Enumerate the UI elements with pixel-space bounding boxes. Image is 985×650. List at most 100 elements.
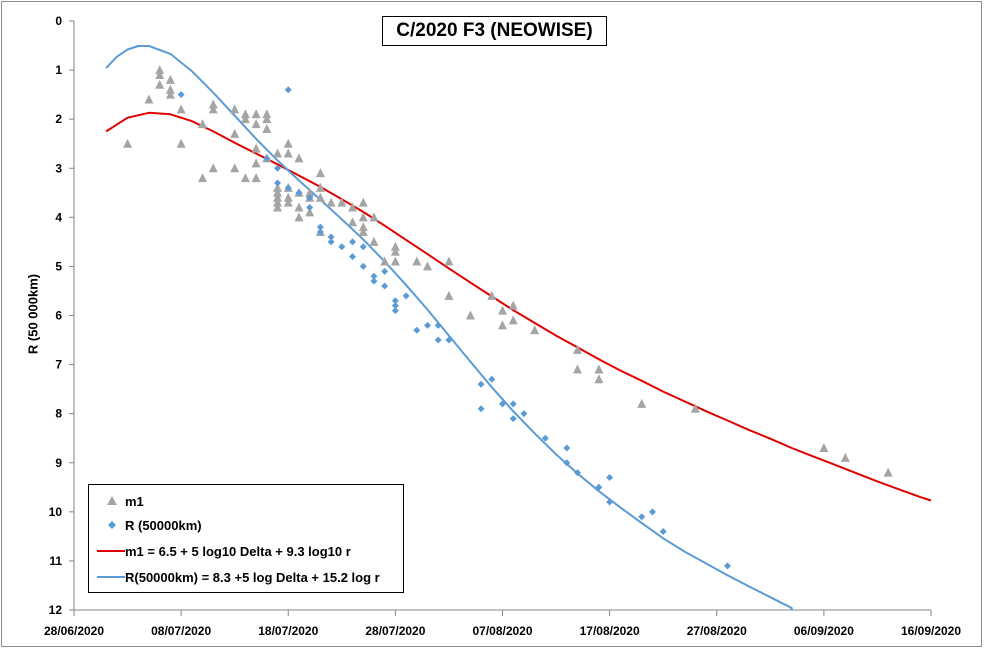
m1-point	[412, 256, 422, 266]
r-point	[263, 154, 271, 162]
r-point	[659, 527, 667, 535]
m1-point	[273, 182, 283, 192]
legend-item-m1: m1	[89, 491, 403, 511]
m1-point	[358, 212, 368, 222]
m1-point	[155, 69, 165, 79]
y-tick-label: 1	[55, 63, 62, 77]
m1-point	[262, 109, 272, 119]
m1-point	[326, 197, 336, 207]
m1-point	[530, 325, 540, 335]
r-point	[391, 307, 399, 315]
m1-point	[572, 344, 582, 354]
m1-point	[337, 197, 347, 207]
legend-item-m1-fit: m1 = 6.5 + 5 log10 Delta + 9.3 log10 r	[89, 541, 403, 561]
r-point	[327, 233, 335, 241]
m1-point	[498, 320, 507, 330]
m1-point	[208, 104, 218, 114]
m1-point	[819, 443, 829, 453]
m1-point	[465, 310, 475, 320]
axes	[69, 20, 932, 616]
m1-point	[230, 128, 240, 138]
m1-point	[144, 94, 154, 104]
legend-blue-line-icon	[97, 576, 125, 578]
r-point	[274, 179, 282, 187]
x-tick-label: 08/07/2020	[151, 624, 211, 638]
m1-point	[572, 364, 582, 374]
r-point	[424, 321, 432, 329]
r-point	[381, 282, 389, 290]
r-point	[595, 483, 603, 491]
m1-point	[165, 84, 175, 94]
r-point	[573, 469, 581, 477]
m1-point	[444, 290, 454, 300]
m1-point	[358, 227, 368, 237]
m1-point	[251, 143, 261, 153]
chart-title: C/2020 F3 (NEOWISE)	[382, 16, 607, 46]
m1-point	[240, 173, 250, 183]
r-point	[370, 277, 378, 285]
m1-point	[176, 138, 186, 148]
m1-point	[294, 212, 304, 222]
m1-point	[294, 202, 304, 212]
m1-point	[637, 398, 647, 408]
r-point	[563, 459, 571, 467]
r-point	[177, 91, 185, 99]
m1-point	[369, 236, 379, 246]
m1-point	[273, 148, 283, 158]
m1-point	[251, 173, 261, 183]
m1-point	[358, 197, 368, 207]
legend-label: R(50000km) = 8.3 +5 log Delta + 15.2 log…	[125, 570, 380, 585]
m1-point	[251, 158, 261, 168]
m1-point	[594, 364, 604, 374]
m1-point	[283, 138, 293, 148]
r-point	[284, 86, 292, 94]
r-point	[284, 184, 292, 192]
m1-point	[348, 202, 358, 212]
data-markers	[123, 65, 893, 570]
r-point	[316, 228, 324, 236]
legend-label: m1	[125, 494, 144, 509]
r-point	[391, 302, 399, 310]
y-tick-label: 5	[55, 259, 62, 273]
m1-point	[883, 467, 893, 477]
m1-point	[690, 403, 700, 413]
m1-point	[508, 315, 518, 325]
m1-point	[240, 114, 250, 124]
m1-point	[358, 222, 368, 232]
legend-label: m1 = 6.5 + 5 log10 Delta + 9.3 log10 r	[125, 544, 351, 559]
legend-item-r: R (50000km)	[89, 515, 403, 535]
y-tick-label: 0	[55, 14, 62, 28]
y-axis-label: R (50 000km)	[25, 273, 41, 355]
m1-point	[305, 187, 315, 197]
m1-point	[594, 374, 604, 384]
r-point	[445, 336, 453, 344]
r-point	[723, 562, 731, 570]
m1-point	[390, 241, 400, 251]
m1-point	[444, 256, 454, 266]
legend-red-line-icon	[97, 550, 125, 552]
m1-point	[262, 114, 272, 124]
r-point	[402, 292, 410, 300]
x-tick-label: 27/08/2020	[687, 624, 747, 638]
r-point	[477, 380, 485, 388]
m1-point	[283, 192, 293, 202]
m1-point	[155, 79, 165, 89]
x-tick-label: 17/08/2020	[580, 624, 640, 638]
m1-point	[165, 74, 175, 84]
x-tick-label: 16/09/2020	[901, 624, 961, 638]
r-point	[563, 444, 571, 452]
m1-point	[840, 452, 850, 462]
r-point	[295, 189, 303, 197]
m1-point	[251, 119, 261, 129]
m1-point	[390, 256, 400, 266]
y-tick-label: 12	[49, 603, 63, 617]
y-tick-label: 8	[55, 407, 62, 421]
m1-point	[315, 192, 325, 202]
m1-point	[155, 65, 165, 75]
y-tick-label: 6	[55, 309, 62, 323]
m1-point	[230, 163, 240, 173]
r-point	[327, 238, 335, 246]
m1-point	[165, 89, 175, 99]
m1-point	[315, 182, 325, 192]
